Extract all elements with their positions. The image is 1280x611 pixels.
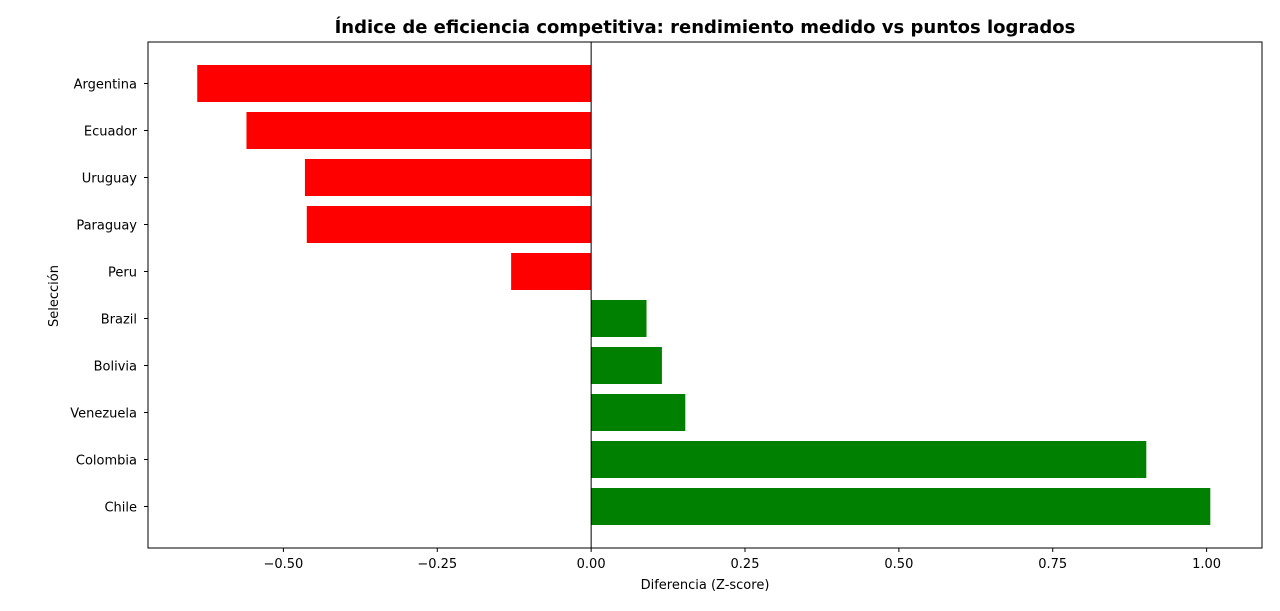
y-tick-label: Brazil [101,313,137,328]
x-tick-label: 0.75 [1038,557,1067,572]
y-tick-label: Uruguay [82,172,138,187]
x-tick-label: −0.50 [263,557,303,572]
plot-frame [147,41,1263,549]
y-tick-label: Chile [104,501,137,516]
x-axis-label: Diferencia (Z-score) [641,578,770,593]
x-axis: −0.50 −0.25 0.00 0.25 0.50 0.75 1.00 [263,548,1221,572]
bar-brazil [591,300,647,337]
bar-ecuador [246,112,592,149]
bar-bolivia [591,347,662,384]
y-tick-label: Peru [108,266,137,281]
y-tick-label: Venezuela [70,407,137,422]
bar-venezuela [591,394,686,431]
bar-colombia [591,441,1147,478]
y-axis-label: Selección [47,265,62,327]
x-tick-label: 1.00 [1192,557,1221,572]
bar-uruguay [304,159,592,196]
x-tick-label: −0.25 [417,557,457,572]
y-tick-label: Ecuador [84,125,138,140]
x-tick-label: 0.50 [884,557,913,572]
y-tick-label: Argentina [74,78,137,93]
bar-paraguay [306,206,592,243]
x-tick-label: 0.25 [731,557,760,572]
y-tick-label: Bolivia [94,360,137,375]
bars-layer [197,65,1211,525]
x-tick-label: 0.00 [577,557,606,572]
bar-peru [511,253,592,290]
bar-argentina [197,65,592,102]
y-tick-label: Colombia [76,454,137,469]
y-axis: Argentina Ecuador Uruguay Paraguay Peru Brazi… [70,78,148,516]
chart-title: Índice de eficiencia competitiva: rendim… [335,16,1076,38]
y-tick-label: Paraguay [76,219,137,234]
bar-chile [591,488,1211,525]
